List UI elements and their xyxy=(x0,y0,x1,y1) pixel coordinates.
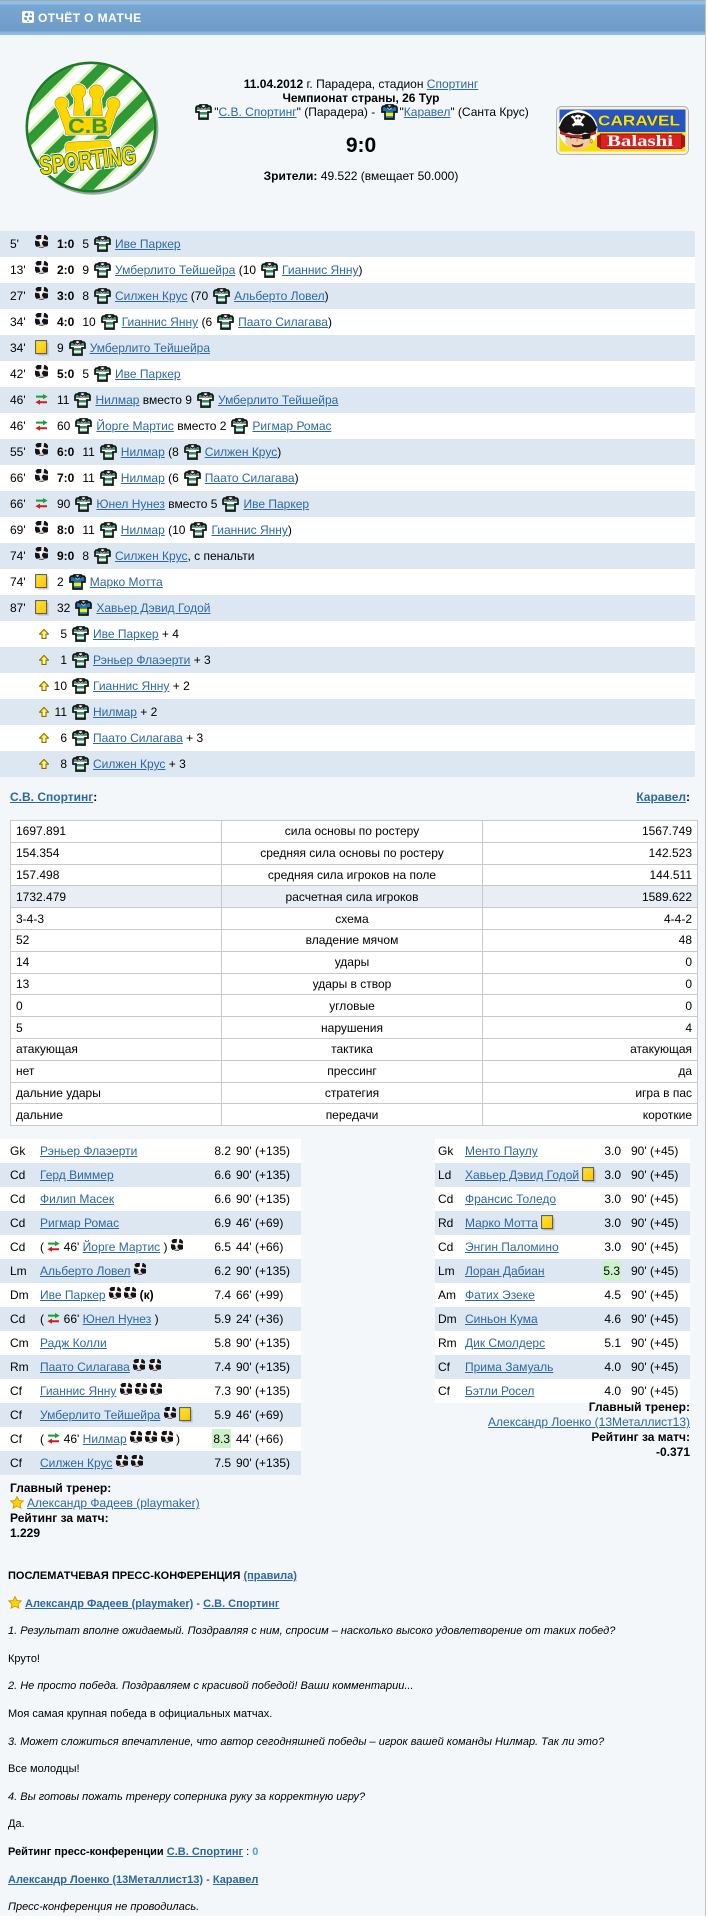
svg-text:C.B: C.B xyxy=(68,115,108,138)
svg-text:CARAVEL: CARAVEL xyxy=(598,113,680,130)
svg-text:Balashi: Balashi xyxy=(607,133,674,150)
